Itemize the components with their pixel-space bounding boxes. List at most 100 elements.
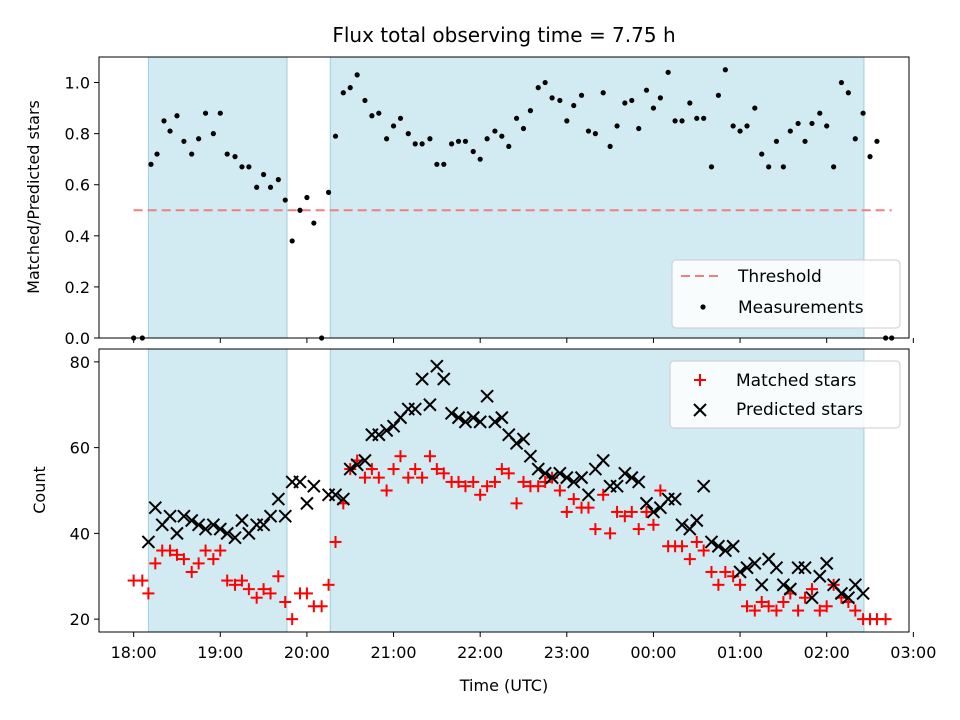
matched-star-point	[748, 604, 761, 617]
measurement-point	[217, 110, 223, 116]
measurement-point	[513, 115, 520, 121]
matched-stars-points	[127, 450, 892, 626]
measurement-point	[275, 177, 281, 183]
matched-star-point	[582, 501, 595, 514]
matched-star-point	[315, 600, 328, 613]
predicted-star-point	[271, 492, 286, 506]
measurement-point	[650, 105, 657, 111]
measurement-point	[773, 138, 780, 144]
matched-star-point	[676, 540, 689, 553]
measurement-point	[665, 69, 671, 75]
predicted-star-point	[632, 475, 646, 489]
measurement-point	[462, 138, 469, 144]
bottom-y-axis-label: Count	[30, 466, 49, 514]
measurement-point	[874, 138, 880, 144]
x-tick-label: 02:00	[804, 643, 850, 662]
predicted-star-point	[523, 449, 538, 463]
measurement-point	[838, 79, 845, 86]
x-tick-label: 19:00	[197, 643, 243, 662]
measurement-point	[154, 151, 160, 157]
measurement-point	[520, 125, 527, 132]
measurement-point	[376, 110, 382, 116]
measurement-point	[571, 102, 577, 109]
measurement-point	[817, 110, 823, 116]
predicted-star-point	[545, 470, 559, 485]
predicted-star-point	[531, 462, 545, 476]
predicted-star-point	[488, 415, 502, 429]
x-tick-label: 21:00	[370, 643, 416, 662]
measurement-point	[289, 238, 295, 244]
measurement-point	[434, 161, 440, 167]
measurement-point	[845, 90, 851, 96]
predicted-star-point	[553, 466, 567, 481]
matched-star-point	[849, 604, 862, 617]
matched-star-point	[474, 488, 487, 501]
measurement-point	[759, 151, 765, 157]
matched-star-point	[286, 613, 299, 626]
measurement-point	[824, 123, 830, 129]
chart-title: Flux total observing time = 7.75 h	[332, 23, 675, 47]
predicted-star-point	[386, 419, 401, 433]
measurement-point	[506, 143, 512, 150]
predicted-star-point	[343, 462, 357, 476]
predicted-star-point	[220, 526, 234, 541]
matched-star-point	[177, 553, 190, 566]
measurement-point	[535, 85, 541, 91]
measurement-point	[239, 164, 245, 170]
legend-matched-swatch	[694, 374, 706, 386]
matched-star-point	[697, 544, 710, 557]
matched-star-point	[734, 578, 747, 591]
measurement-point	[831, 164, 837, 170]
top-y-tick-label: 0.6	[65, 176, 90, 195]
predicted-star-point	[372, 428, 386, 442]
top-y-ticks: 0.0 0.2 0.4 0.6 0.8 1.0	[65, 74, 99, 348]
matched-star-point	[770, 604, 783, 617]
matched-star-point	[185, 565, 198, 578]
measurement-point	[304, 194, 310, 201]
measurement-point	[484, 136, 490, 142]
matched-star-point	[459, 480, 472, 493]
predicted-star-point	[646, 505, 661, 519]
predicted-star-point	[379, 423, 394, 438]
matched-star-point	[214, 544, 227, 557]
matched-star-point	[560, 505, 573, 518]
matched-star-point	[423, 450, 436, 463]
measurement-point	[672, 118, 678, 124]
matched-star-point	[416, 471, 429, 484]
top-y-tick-label: 0.4	[65, 227, 90, 246]
matched-star-point	[170, 548, 183, 561]
x-tick-label: 23:00	[544, 643, 590, 662]
measurement-point	[636, 125, 642, 132]
measurement-point	[362, 97, 368, 104]
measurement-point	[557, 97, 563, 104]
predicted-star-point	[711, 539, 726, 553]
predicted-star-point	[683, 522, 697, 536]
predicted-star-point	[307, 479, 321, 493]
matched-star-point	[235, 574, 248, 587]
predicted-star-point	[256, 518, 271, 532]
matched-star-point	[589, 523, 602, 536]
matched-star-point	[683, 553, 696, 566]
matched-star-point	[495, 463, 508, 476]
measurement-point	[852, 136, 858, 142]
predicted-star-point	[819, 556, 834, 571]
measurement-point	[325, 189, 332, 195]
predicted-star-point	[696, 479, 711, 493]
predicted-star-point	[755, 578, 769, 592]
matched-star-point	[654, 484, 667, 497]
matched-star-point	[813, 604, 826, 617]
measurement-point	[477, 156, 483, 162]
measurement-point	[708, 164, 715, 170]
matched-star-point	[387, 463, 400, 476]
predicted-star-point	[458, 415, 473, 429]
measurement-point	[614, 123, 620, 129]
measurement-point	[167, 128, 173, 134]
measurement-point	[809, 120, 815, 127]
predicted-star-point	[336, 492, 351, 506]
predicted-star-point	[466, 410, 480, 425]
matched-star-point	[430, 463, 443, 476]
matched-star-point	[358, 471, 371, 484]
matched-star-point	[394, 450, 407, 463]
measurement-point	[492, 128, 498, 134]
measurement-point	[600, 90, 606, 96]
